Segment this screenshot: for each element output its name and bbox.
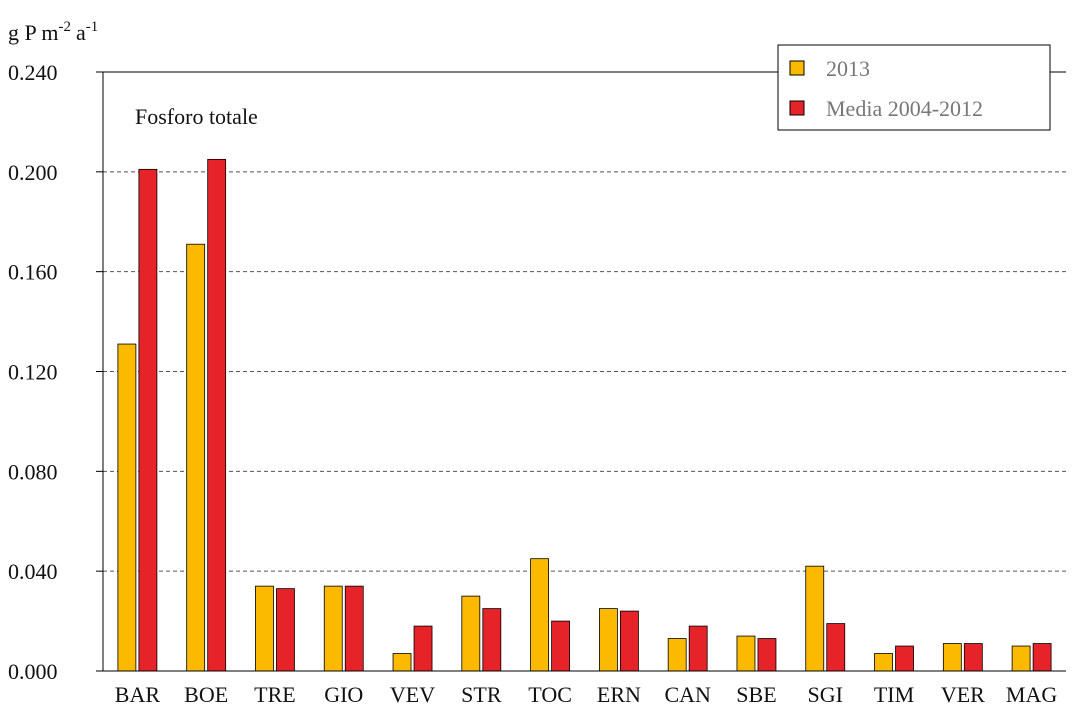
x-tick-label: BAR: [115, 682, 161, 707]
bar: [392, 653, 412, 672]
x-tick-label: GIO: [324, 682, 363, 707]
bar: [757, 638, 777, 672]
x-tick-label: SBE: [736, 682, 776, 707]
x-tick-label: TRE: [254, 682, 296, 707]
bar: [413, 625, 433, 672]
bar: [826, 623, 846, 672]
y-label-exp: -1: [86, 19, 99, 35]
x-tick-label: VEV: [390, 682, 435, 707]
bar: [207, 158, 227, 672]
bar: [1011, 645, 1031, 672]
bar: [688, 625, 708, 672]
x-tick-label: ERN: [597, 682, 641, 707]
x-tick-label: SGI: [808, 682, 843, 707]
x-tick-label: VER: [941, 682, 985, 707]
legend-box: [777, 44, 1051, 131]
y-tick-label: 0.160: [8, 260, 58, 285]
bar: [619, 610, 639, 672]
y-tick-label: 0.000: [8, 659, 58, 684]
bar: [736, 635, 756, 672]
bar: [276, 588, 295, 672]
x-tick-label: TOC: [528, 682, 572, 707]
bar: [323, 585, 343, 672]
x-tick-label: TIM: [874, 682, 914, 707]
bar: [530, 558, 550, 672]
y-label-base: g P m: [8, 20, 59, 45]
bar: [138, 168, 158, 672]
bar: [667, 638, 687, 672]
bar: [963, 643, 983, 672]
bar: [344, 585, 364, 672]
y-axis-label: g P m-2 a-1: [8, 19, 98, 45]
x-tick-label: BOE: [184, 682, 228, 707]
bar: [942, 643, 962, 672]
annotation: Fosforo totale: [135, 104, 258, 129]
bar: [895, 645, 914, 672]
legend-swatch: [789, 100, 805, 116]
y-label-mid: a: [76, 20, 86, 45]
bar: [461, 595, 481, 672]
bar: [874, 653, 893, 672]
y-tick-label: 0.240: [8, 60, 58, 85]
y-tick-label: 0.040: [8, 559, 58, 584]
x-tick-label: CAN: [664, 682, 711, 707]
y-label-exp: -2: [59, 19, 72, 35]
bar: [186, 243, 206, 672]
bar: [551, 620, 571, 672]
bar: [805, 565, 825, 672]
bar: [117, 343, 137, 672]
y-tick-label: 0.120: [8, 360, 58, 385]
x-tick-label: MAG: [1006, 682, 1057, 707]
bar: [1032, 643, 1052, 672]
bar: [255, 585, 274, 672]
legend-label: 2013: [826, 56, 870, 81]
legend-label: Media 2004-2012: [826, 96, 983, 121]
bar: [598, 608, 618, 672]
y-tick-label: 0.080: [8, 459, 58, 484]
legend-swatch: [789, 60, 805, 76]
x-tick-label: STR: [461, 682, 502, 707]
y-tick-label: 0.200: [8, 160, 58, 185]
bar: [482, 608, 502, 672]
